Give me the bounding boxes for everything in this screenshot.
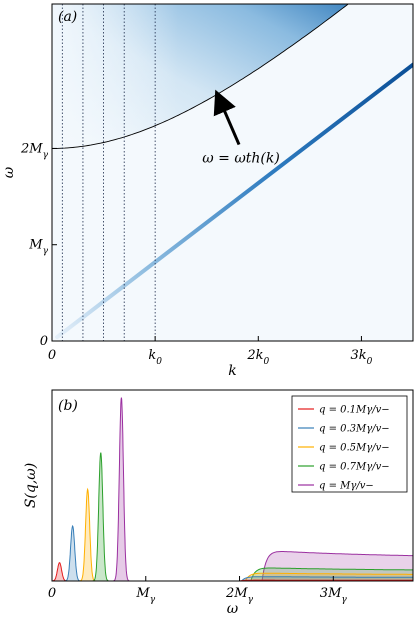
peak-fill-3 — [92, 452, 109, 581]
panel-a-label: (a) — [58, 9, 77, 25]
peak-fill-2 — [79, 489, 96, 581]
a-ytick-label: 0 — [40, 334, 48, 349]
peak-line-1 — [64, 524, 81, 581]
b-xtick-label: Mγ — [135, 586, 155, 605]
continuum-line-3 — [250, 567, 413, 581]
a-xtick-label: 3k0 — [350, 348, 372, 367]
panel-b-label: (b) — [58, 398, 78, 414]
a-xlabel: k — [228, 363, 236, 379]
peak-fill-1 — [64, 526, 81, 581]
continuum-line-2 — [244, 572, 413, 581]
legend-entry-3: q = 0.7Mγ/v− — [319, 462, 390, 473]
a-xtick-label: 0 — [48, 348, 56, 363]
panel-b-frame — [51, 389, 414, 582]
b-ylabel: S(q,ω) — [23, 463, 39, 508]
continuum-line-4 — [261, 551, 413, 581]
a-xtick-label: 2k0 — [246, 348, 269, 367]
peak-fill-4 — [113, 397, 130, 581]
threshold-curve — [52, 4, 349, 149]
b-xlabel: ω — [227, 601, 239, 617]
legend-entry-2: q = 0.5Mγ/v− — [319, 443, 390, 454]
annotation-text: ω = ωth(k) — [202, 151, 280, 167]
panel-a-frame — [51, 3, 414, 342]
a-ytick-label: 2Mγ — [20, 141, 49, 160]
a-xtick-label: k0 — [148, 348, 162, 367]
continuum-fade — [52, 4, 413, 149]
continuum-fill-3 — [250, 568, 413, 581]
legend-entry-0: q = 0.1Mγ/v− — [319, 405, 390, 416]
plot-panel-b — [52, 397, 413, 581]
b-xtick-label: 2Mγ — [225, 586, 254, 605]
annotation-arrow — [213, 89, 241, 146]
dispersion-line — [55, 62, 413, 340]
continuum-line-1 — [241, 576, 413, 581]
b-xtick-label: 0 — [48, 586, 56, 601]
a-ytick-label: Mγ — [28, 238, 48, 257]
peak-line-4 — [113, 397, 130, 581]
b-xtick-label: 3Mγ — [320, 586, 348, 605]
peak-line-3 — [92, 452, 110, 581]
legend-box — [291, 395, 408, 493]
peak-line-2 — [79, 487, 97, 581]
legend-entry-4: q = Mγ/v− — [319, 481, 374, 492]
peak-fill-0 — [52, 562, 68, 581]
legend-entry-1: q = 0.3Mγ/v− — [319, 424, 390, 435]
heatmap-panel-a — [52, 4, 413, 341]
continuum-line-0 — [239, 579, 413, 581]
a-ylabel: ω — [1, 166, 17, 178]
